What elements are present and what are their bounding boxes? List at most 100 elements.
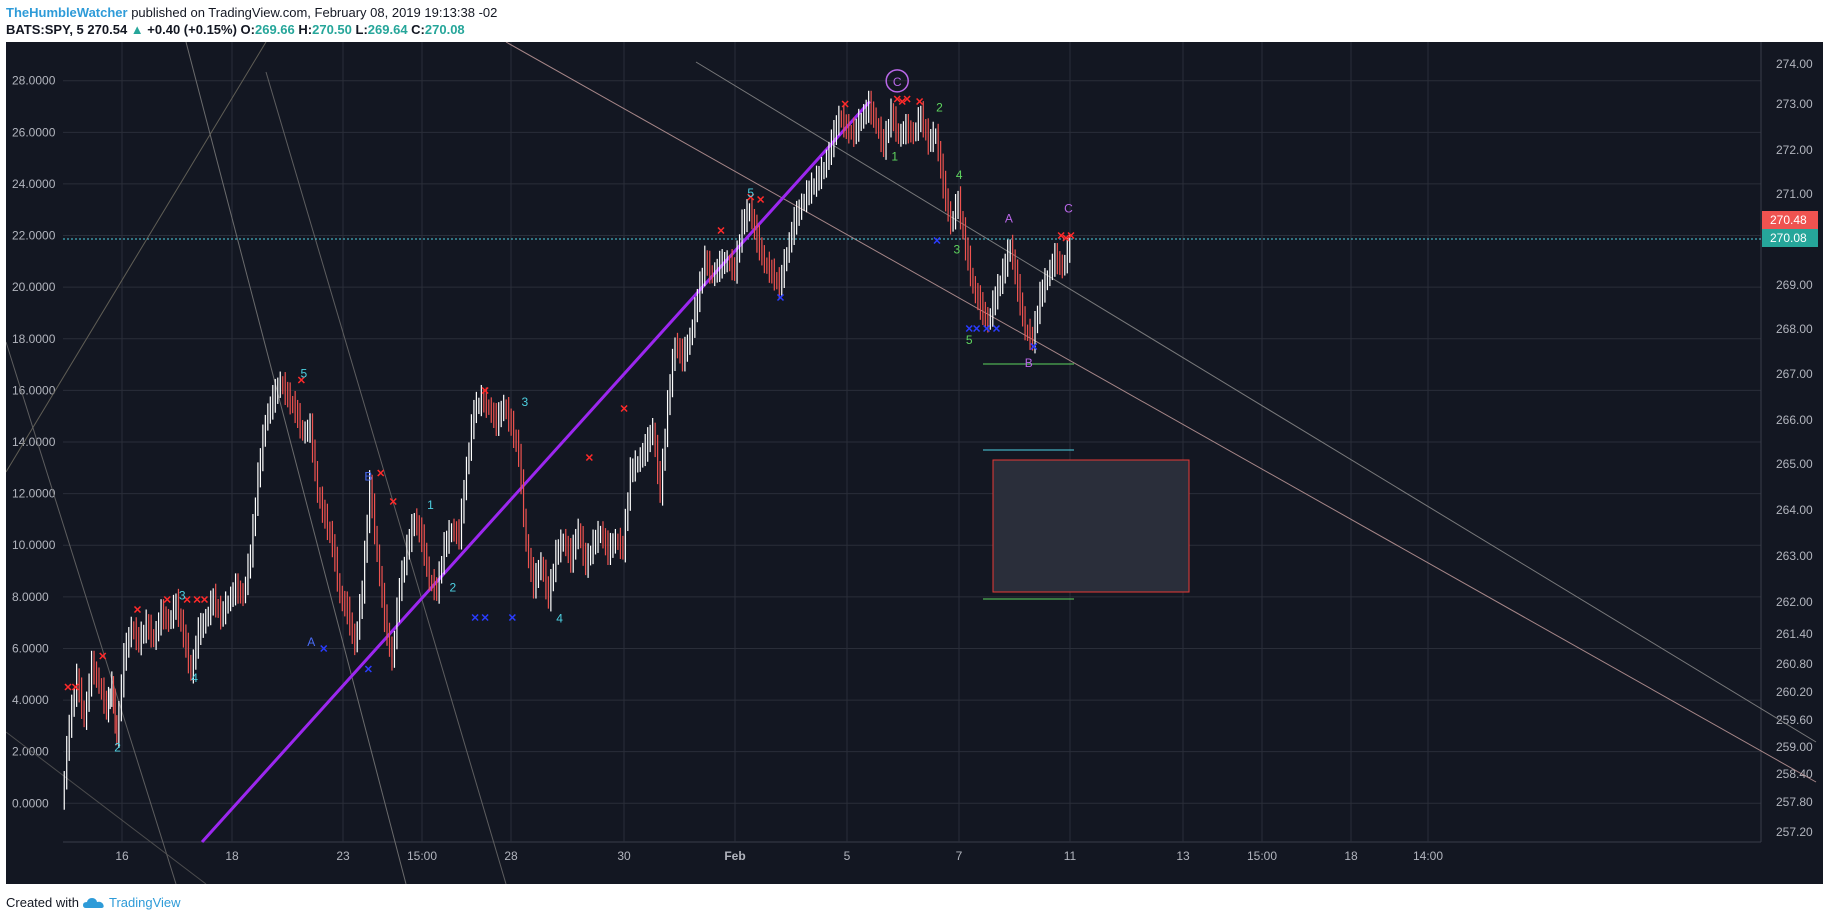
x-axis-tick: 5 bbox=[844, 849, 851, 863]
publish-line: TheHumbleWatcher published on TradingVie… bbox=[6, 4, 1806, 21]
left-axis-tick: 2.0000 bbox=[12, 745, 49, 759]
sell-marker-icon: ✕ bbox=[480, 385, 489, 397]
right-axis-tick: 260.20 bbox=[1776, 685, 1813, 699]
right-axis-tick: 257.20 bbox=[1776, 825, 1813, 839]
sell-marker-icon: ✕ bbox=[1056, 231, 1065, 243]
chart-background bbox=[6, 42, 1823, 884]
x-axis-tick: 14:00 bbox=[1413, 849, 1443, 863]
sell-marker-icon: ✕ bbox=[133, 605, 142, 617]
sell-marker-icon: ✕ bbox=[716, 225, 725, 237]
author-link[interactable]: TheHumbleWatcher bbox=[6, 5, 128, 20]
left-axis-tick: 14.0000 bbox=[12, 435, 56, 449]
high-value: 270.50 bbox=[312, 22, 352, 37]
created-with-text: Created with bbox=[6, 895, 79, 910]
open-label: O: bbox=[240, 22, 255, 37]
sell-marker-icon: ✕ bbox=[98, 651, 107, 663]
wave-label: A bbox=[1005, 212, 1013, 226]
buy-marker-icon: ✕ bbox=[480, 612, 489, 624]
left-axis-tick: 6.0000 bbox=[12, 641, 49, 655]
buy-marker-icon: ✕ bbox=[982, 323, 991, 335]
fan-line bbox=[185, 42, 407, 884]
x-axis-tick: 7 bbox=[956, 849, 963, 863]
x-axis-tick: 28 bbox=[504, 849, 518, 863]
buy-marker-icon: ✕ bbox=[508, 612, 517, 624]
buy-marker-icon: ✕ bbox=[965, 323, 974, 335]
close-label: C: bbox=[411, 22, 425, 37]
wave-label: 4 bbox=[191, 671, 198, 685]
x-axis-tick: 30 bbox=[617, 849, 631, 863]
symbol-label: BATS:SPY, 5 bbox=[6, 22, 84, 37]
wave-label: 4 bbox=[556, 612, 563, 626]
wave-label: C bbox=[893, 75, 902, 89]
wave-label: A bbox=[307, 635, 315, 649]
sell-marker-icon: ✕ bbox=[163, 594, 172, 606]
tradingview-cloud-icon bbox=[82, 897, 104, 908]
wave-label: 3 bbox=[179, 588, 186, 602]
x-axis-tick: 15:00 bbox=[1247, 849, 1277, 863]
wave-label: 1 bbox=[891, 150, 898, 164]
sell-marker-icon: ✕ bbox=[376, 468, 385, 480]
right-axis-tick: 259.00 bbox=[1776, 740, 1813, 754]
x-axis-tick: 11 bbox=[1064, 849, 1077, 863]
right-axis-tick: 261.40 bbox=[1776, 627, 1813, 641]
wave-circle-mark bbox=[885, 69, 909, 93]
tradingview-link[interactable]: TradingView bbox=[108, 895, 181, 910]
price-chart[interactable]: 28.000026.000024.000022.000020.000018.00… bbox=[6, 42, 1823, 884]
sell-marker-icon: ✕ bbox=[71, 682, 80, 694]
sell-marker-icon: ✕ bbox=[903, 94, 912, 106]
open-value: 269.66 bbox=[255, 22, 295, 37]
left-axis-tick: 20.0000 bbox=[12, 280, 56, 294]
price-badge-bg bbox=[1762, 211, 1818, 229]
fan-line bbox=[6, 731, 207, 884]
wave-label: 2 bbox=[936, 101, 943, 115]
sell-marker-icon: ✕ bbox=[585, 452, 594, 464]
right-axis-tick: 259.60 bbox=[1776, 713, 1813, 727]
price-badge-label: 270.48 bbox=[1770, 213, 1807, 227]
left-axis-tick: 10.0000 bbox=[12, 538, 56, 552]
right-axis-tick: 263.00 bbox=[1776, 549, 1813, 563]
buy-marker-icon: ✕ bbox=[1029, 342, 1038, 354]
sell-marker-icon: ✕ bbox=[893, 94, 902, 106]
symbol-line: BATS:SPY, 5 270.54 ▲ +0.40 (+0.15%) O:26… bbox=[6, 21, 1806, 38]
right-axis-tick: 266.00 bbox=[1776, 413, 1813, 427]
left-axis-tick: 28.0000 bbox=[12, 74, 56, 88]
x-axis-tick: 16 bbox=[115, 849, 129, 863]
price-change: +0.40 (+0.15%) bbox=[147, 22, 237, 37]
sell-marker-icon: ✕ bbox=[63, 682, 72, 694]
fan-line bbox=[695, 61, 1817, 743]
sell-marker-icon: ✕ bbox=[756, 194, 765, 206]
sell-marker-icon: ✕ bbox=[1061, 233, 1070, 245]
low-label: L: bbox=[355, 22, 368, 37]
publish-text: published on TradingView.com, February 0… bbox=[127, 5, 498, 20]
right-axis-tick: 264.00 bbox=[1776, 503, 1813, 517]
sell-marker-icon: ✕ bbox=[619, 403, 628, 415]
wave-label: 3 bbox=[521, 395, 528, 409]
wave-label: 2 bbox=[114, 741, 121, 755]
wave-label: 5 bbox=[747, 186, 754, 200]
wave-label: 5 bbox=[300, 366, 307, 380]
left-axis-tick: 26.0000 bbox=[12, 125, 56, 139]
chart-header: TheHumbleWatcher published on TradingVie… bbox=[6, 4, 1806, 40]
buy-marker-icon: ✕ bbox=[471, 612, 480, 624]
wave-label: 5 bbox=[966, 333, 973, 347]
target-zone-box bbox=[992, 459, 1190, 593]
left-axis-tick: 4.0000 bbox=[12, 693, 49, 707]
right-axis-tick: 268.00 bbox=[1776, 322, 1813, 336]
chart-panel[interactable]: 28.0000 26.0000 24.0000 22.0000 20.0000 18.00… bbox=[6, 42, 1823, 884]
right-axis-tick: 260.80 bbox=[1776, 657, 1813, 671]
right-axis-tick: 272.00 bbox=[1776, 143, 1813, 157]
right-axis-tick: 271.00 bbox=[1776, 187, 1813, 201]
left-axis-tick: 24.0000 bbox=[12, 177, 56, 191]
x-axis-tick: Feb bbox=[724, 849, 745, 863]
right-axis-tick: 265.00 bbox=[1776, 457, 1813, 471]
x-axis-tick: 15:00 bbox=[407, 849, 437, 863]
right-axis-tick: 257.80 bbox=[1776, 795, 1813, 809]
wave-label: B bbox=[1025, 356, 1033, 370]
sell-marker-icon: ✕ bbox=[297, 375, 306, 387]
sell-marker-icon: ✕ bbox=[746, 192, 755, 204]
left-axis-tick: 12.0000 bbox=[12, 487, 56, 501]
low-value: 269.64 bbox=[367, 22, 408, 37]
fan-line bbox=[6, 42, 267, 473]
up-arrow-icon: ▲ bbox=[130, 22, 144, 37]
sell-marker-icon: ✕ bbox=[200, 594, 209, 606]
